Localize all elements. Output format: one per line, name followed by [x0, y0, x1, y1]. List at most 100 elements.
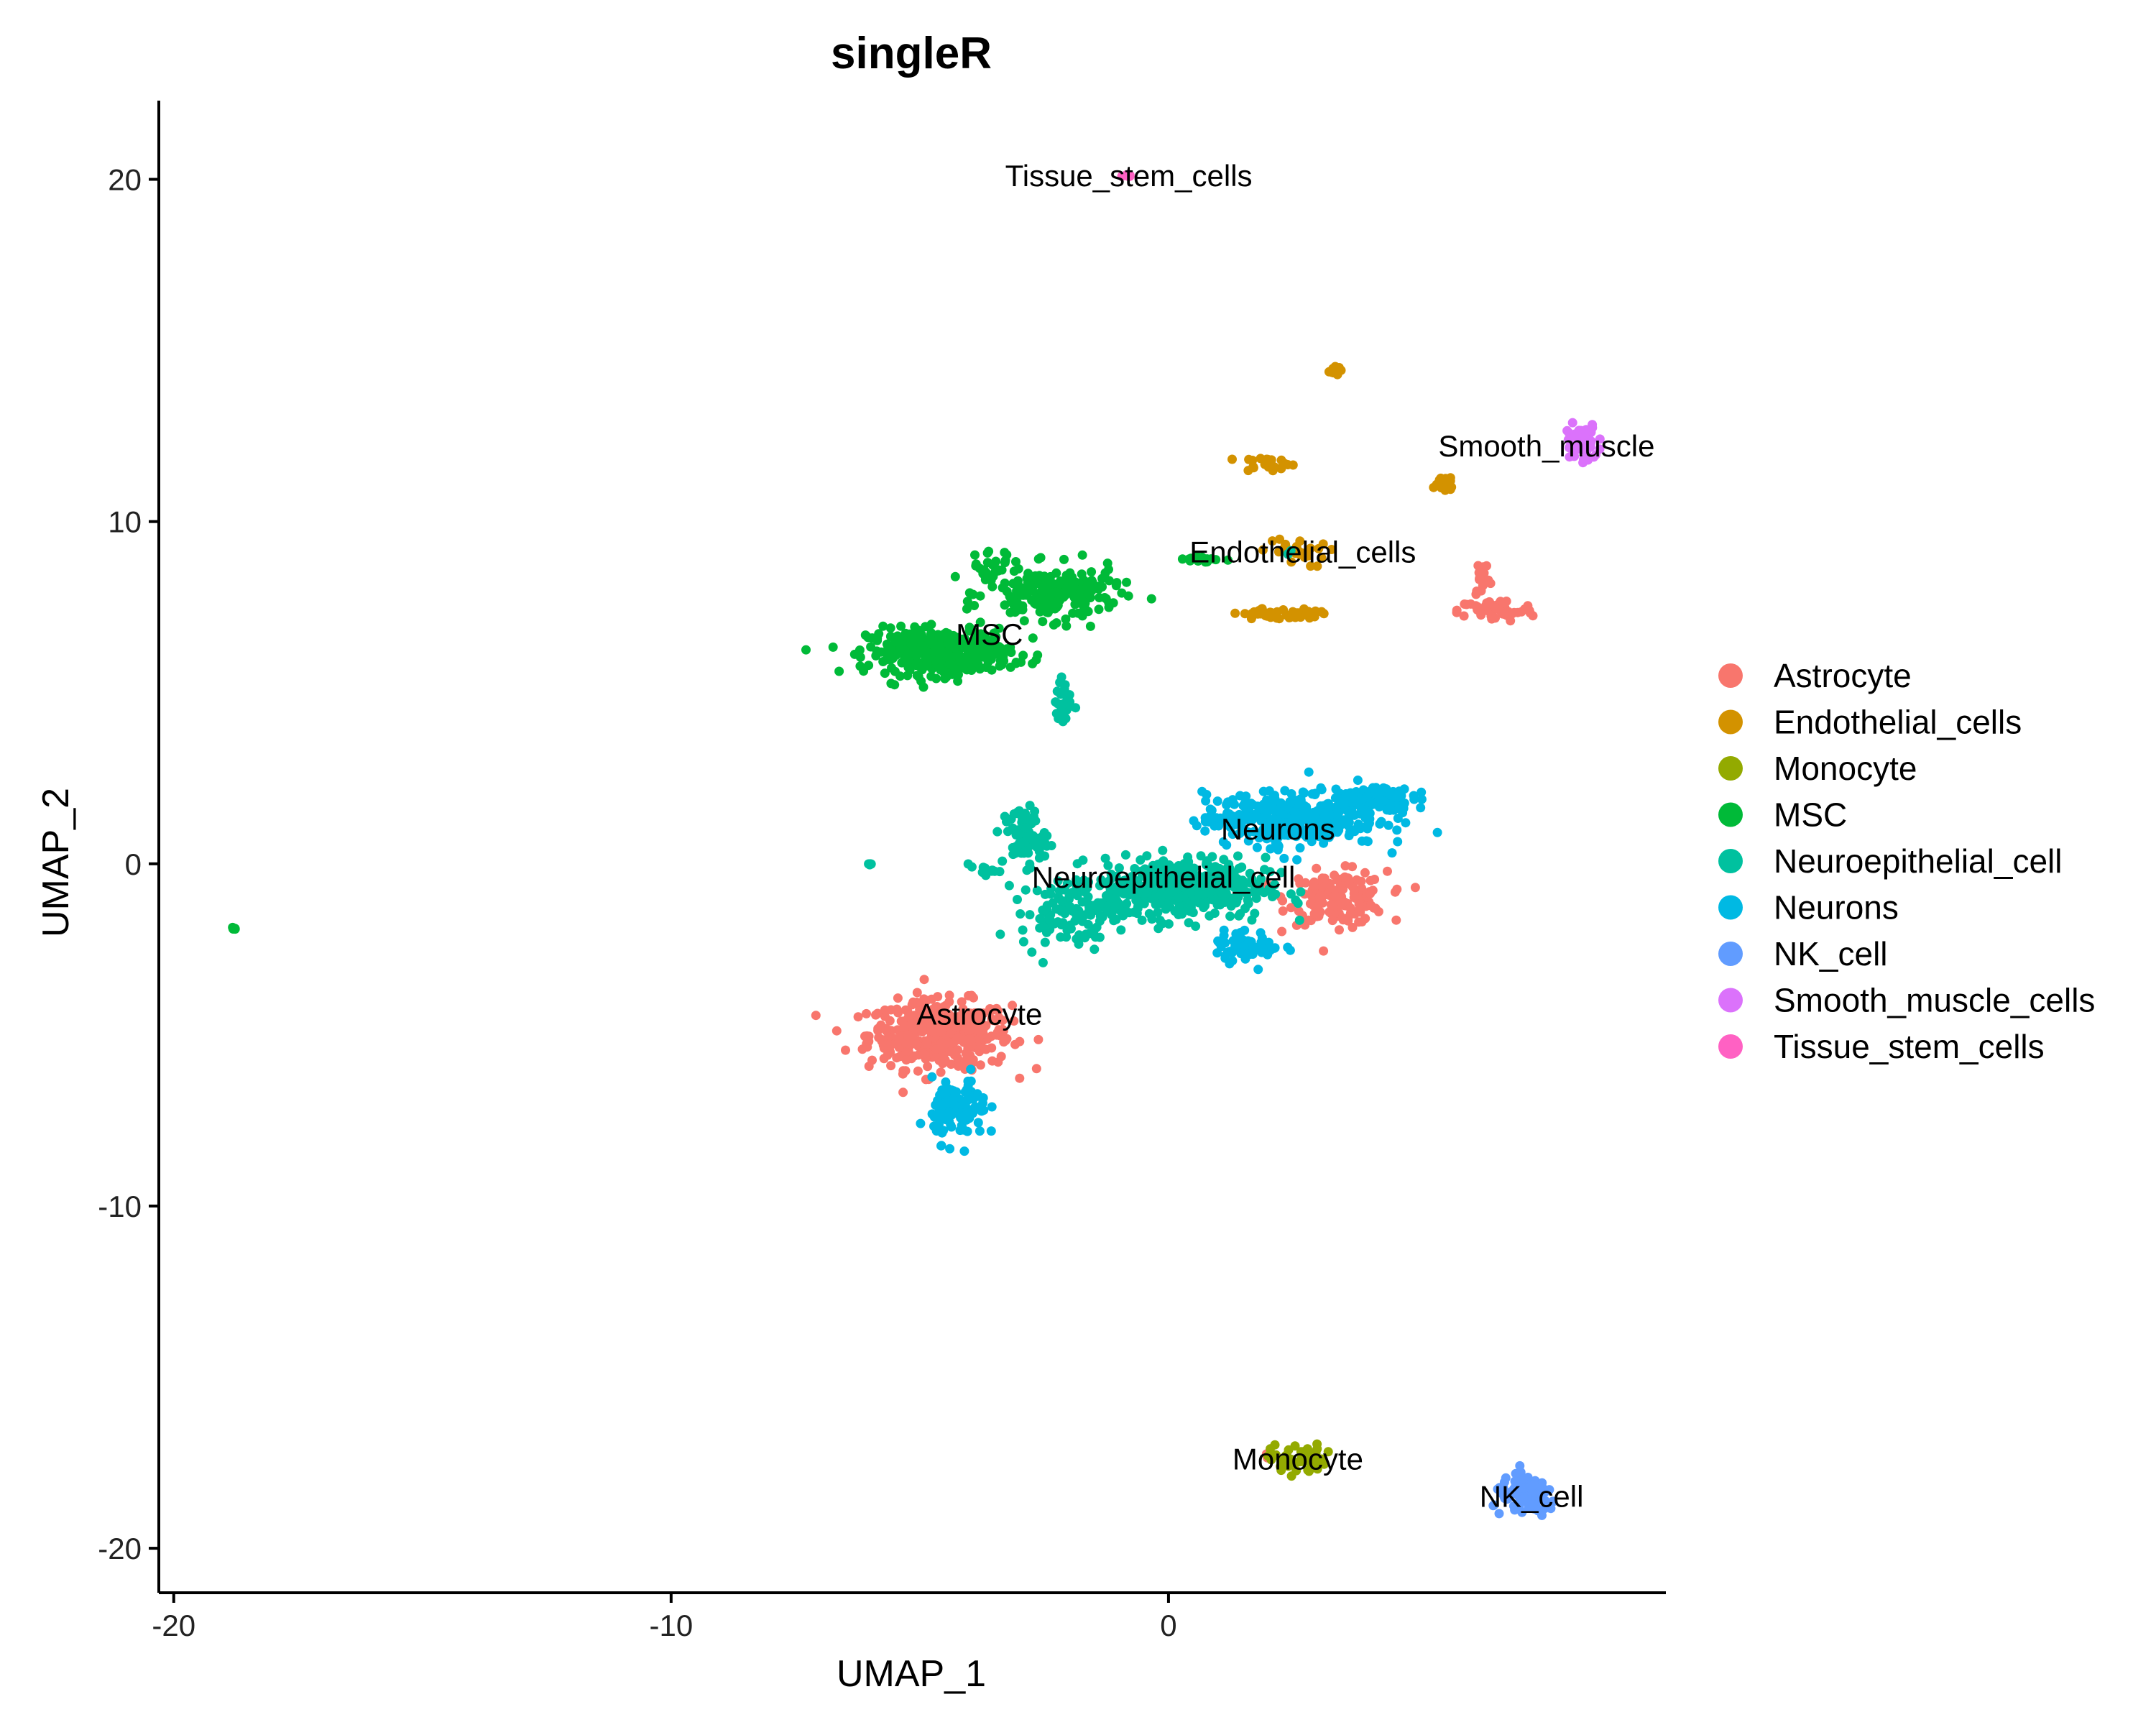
data-point [1042, 599, 1052, 610]
y-axis-title: UMAP_2 [35, 788, 77, 937]
series-endothelial-cells [1227, 362, 1457, 624]
data-point [1524, 606, 1534, 615]
data-point [1022, 847, 1032, 856]
data-point [1224, 860, 1234, 870]
data-point [922, 658, 932, 668]
data-point [1087, 567, 1097, 577]
legend-swatch [1718, 895, 1743, 920]
data-point [1327, 545, 1337, 554]
data-point [1078, 855, 1088, 865]
data-point [1287, 1456, 1297, 1466]
data-point [1077, 550, 1087, 560]
data-point [892, 1039, 902, 1049]
data-point [1192, 821, 1202, 831]
data-point [1201, 796, 1211, 806]
legend-label: MSC [1774, 796, 1847, 834]
data-point [1031, 1064, 1041, 1074]
data-point [1299, 801, 1309, 811]
data-point [1472, 586, 1482, 596]
data-point [1324, 367, 1334, 377]
data-point [873, 1024, 883, 1034]
data-point [1273, 547, 1284, 557]
data-point [1432, 827, 1442, 837]
data-point [1548, 1496, 1558, 1506]
data-point [1253, 965, 1263, 975]
data-point [900, 1005, 911, 1015]
data-point [1240, 798, 1250, 808]
data-point [1040, 937, 1050, 947]
data-point [1089, 926, 1099, 936]
data-point [1225, 911, 1235, 921]
data-point [1065, 901, 1075, 911]
data-point [1271, 838, 1281, 848]
data-point [901, 1055, 911, 1065]
data-point [1572, 430, 1582, 440]
data-point [1522, 1495, 1532, 1505]
data-point [923, 1062, 933, 1072]
data-point [975, 591, 985, 601]
data-point [986, 1126, 996, 1136]
data-point [1129, 907, 1139, 917]
series-tissue-stem-cells [1117, 170, 1135, 182]
data-point [1343, 916, 1353, 926]
data-point [1111, 581, 1121, 591]
data-point [900, 1066, 911, 1076]
data-point [1000, 578, 1010, 588]
data-point [954, 650, 963, 661]
data-point [1266, 844, 1276, 854]
data-point [1185, 876, 1195, 886]
data-point [1500, 598, 1510, 608]
data-point [1000, 558, 1010, 568]
data-point [801, 645, 811, 655]
data-point [969, 993, 978, 1003]
data-point [1299, 815, 1309, 824]
data-point [1191, 921, 1201, 932]
data-point [1051, 618, 1061, 628]
data-point [1015, 909, 1026, 919]
data-point [1235, 909, 1245, 919]
data-point [1034, 846, 1044, 856]
data-point [1114, 863, 1124, 873]
data-point [1248, 461, 1258, 472]
data-point [985, 1004, 995, 1013]
data-point [1119, 875, 1129, 886]
data-point [967, 1036, 976, 1046]
data-point [976, 1008, 986, 1018]
data-point [1015, 1036, 1025, 1046]
data-point [864, 661, 874, 671]
cluster-label: Smooth_muscle [1438, 429, 1654, 463]
data-point [896, 621, 906, 631]
data-point [1033, 1034, 1044, 1044]
data-point [1074, 939, 1084, 949]
data-point [853, 1012, 863, 1022]
data-point [1164, 862, 1174, 872]
data-point [1317, 553, 1327, 563]
data-point [1352, 798, 1362, 807]
data-point [1071, 703, 1081, 713]
data-point [1325, 822, 1335, 832]
data-point [946, 1046, 956, 1057]
data-point [1215, 880, 1225, 890]
data-point [960, 635, 970, 645]
data-point [1095, 932, 1105, 942]
data-point [1363, 808, 1373, 818]
data-point [1213, 936, 1223, 946]
legend-swatch [1718, 849, 1743, 873]
series-msc [228, 546, 1233, 934]
data-point [1021, 885, 1031, 895]
data-point [940, 1055, 950, 1065]
data-point [1258, 799, 1268, 809]
data-point [1348, 922, 1358, 932]
data-point [1353, 776, 1363, 785]
legend-swatch [1718, 1034, 1743, 1059]
data-point [1108, 598, 1118, 608]
data-point [1318, 539, 1328, 549]
data-point [1309, 880, 1318, 891]
data-point [1478, 581, 1488, 591]
data-point [863, 632, 873, 643]
data-point [1475, 574, 1485, 584]
data-point [992, 1003, 1002, 1013]
data-point [834, 666, 844, 676]
data-point [941, 672, 952, 682]
